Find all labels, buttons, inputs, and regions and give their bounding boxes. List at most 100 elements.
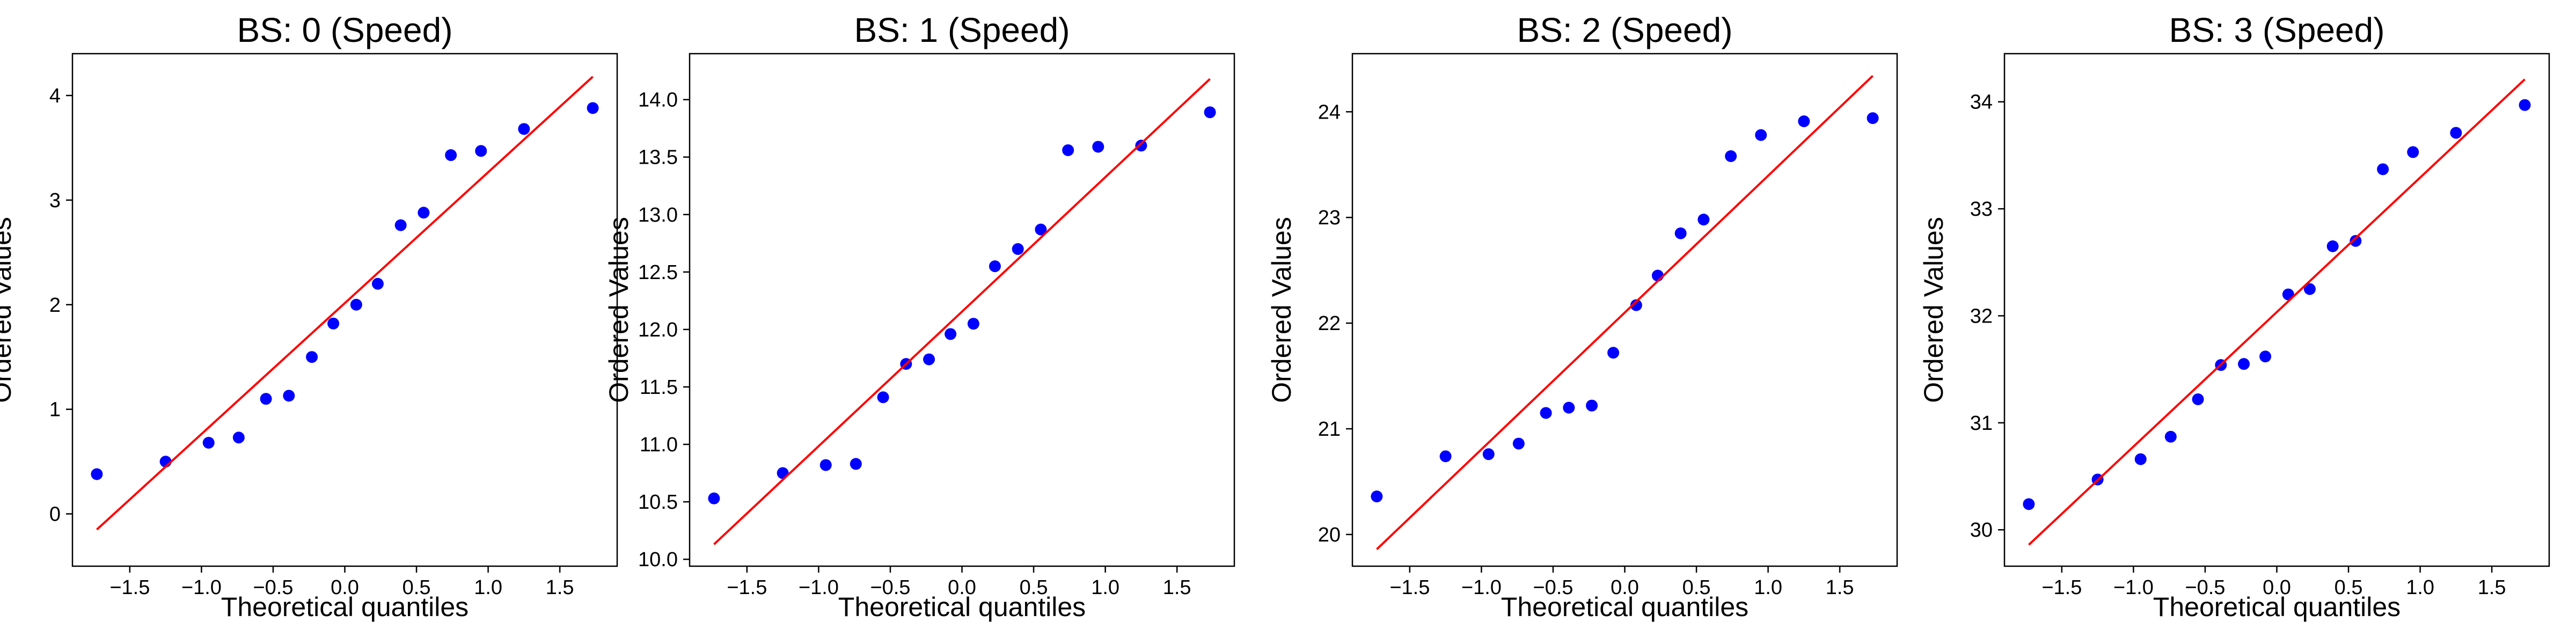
y-tick-label: 12.0 bbox=[638, 319, 678, 341]
x-tick-label: −1.0 bbox=[181, 576, 222, 599]
y-tick-label: 13.5 bbox=[638, 147, 678, 169]
chart-title: BS: 0 (Speed) bbox=[237, 11, 453, 49]
x-tick-label: −0.5 bbox=[253, 576, 293, 599]
x-tick-label: 1.5 bbox=[546, 576, 574, 599]
data-point bbox=[418, 207, 430, 219]
data-point bbox=[1630, 299, 1642, 311]
reference-line bbox=[1376, 75, 1874, 550]
data-point bbox=[2259, 350, 2272, 363]
x-tick-label: 1.5 bbox=[1826, 576, 1854, 599]
x-tick-label: −0.5 bbox=[2185, 576, 2225, 599]
chart-title: BS: 3 (Speed) bbox=[2169, 11, 2385, 49]
chart-title: BS: 1 (Speed) bbox=[854, 11, 1070, 49]
x-axis-label: Theoretical quantiles bbox=[221, 592, 469, 622]
y-axis-label: Ordered Values bbox=[1267, 217, 1297, 402]
data-point bbox=[202, 437, 215, 449]
data-point bbox=[394, 219, 407, 231]
y-tick-label: 32 bbox=[1970, 305, 1993, 327]
x-tick-label: 1.5 bbox=[2478, 576, 2506, 599]
qq-panel-0: BS: 0 (Speed) −1.5 −1.0 −0.5 0.0 0.5 1.0 1.5 0 1 2… bbox=[0, 11, 618, 622]
data-point bbox=[445, 149, 457, 162]
data-point bbox=[1092, 141, 1104, 153]
data-point bbox=[989, 260, 1001, 273]
data-point bbox=[1563, 401, 1575, 414]
x-tick-label: −1.5 bbox=[727, 576, 767, 599]
y-tick-label: 13.0 bbox=[638, 204, 678, 226]
qq-panel-1: BS: 1 (Speed) −1.5 −1.0 −0.5 0.0 0.5 1.0 1.5 10.… bbox=[604, 11, 1235, 622]
y-tick-label: 4 bbox=[49, 85, 61, 107]
y-tick-label: 22 bbox=[1318, 312, 1341, 335]
x-tick-label: −1.5 bbox=[109, 576, 150, 599]
data-point bbox=[2023, 498, 2035, 510]
y-axis-label: Ordered Values bbox=[0, 217, 17, 402]
y-tick-label: 23 bbox=[1318, 207, 1341, 229]
data-point bbox=[1674, 227, 1687, 239]
data-point bbox=[371, 277, 384, 290]
x-tick-label: 0.0 bbox=[948, 576, 976, 599]
data-point bbox=[1697, 214, 1710, 226]
qq-panel-2: BS: 2 (Speed) −1.5 −1.0 −0.5 0.0 0.5 1.0 1.5 20 2… bbox=[1267, 11, 1898, 622]
data-point bbox=[232, 431, 245, 444]
x-tick-label: 0.0 bbox=[331, 576, 359, 599]
x-axis-label: Theoretical quantiles bbox=[2153, 592, 2401, 622]
data-point bbox=[1607, 347, 1620, 359]
x-tick-label: −0.5 bbox=[870, 576, 910, 599]
y-tick-label: 10.0 bbox=[638, 548, 678, 571]
data-point bbox=[850, 458, 862, 470]
axes-frame bbox=[1351, 53, 1898, 567]
x-tick-label: 0.5 bbox=[402, 576, 431, 599]
x-tick-label: 0.5 bbox=[1020, 576, 1048, 599]
data-point bbox=[2192, 393, 2204, 405]
x-tick-label: 1.0 bbox=[2406, 576, 2434, 599]
data-point bbox=[587, 102, 599, 114]
y-tick-label: 21 bbox=[1318, 418, 1341, 441]
y-tick-label: 33 bbox=[1970, 198, 1993, 221]
y-tick-label: 14.0 bbox=[638, 89, 678, 112]
x-tick-label: 0.0 bbox=[1611, 576, 1639, 599]
y-tick-label: 12.5 bbox=[638, 261, 678, 284]
x-tick-label: −0.5 bbox=[1533, 576, 1573, 599]
x-tick-label: 0.5 bbox=[2334, 576, 2363, 599]
x-tick-label: 1.0 bbox=[1754, 576, 1782, 599]
y-tick-label: 30 bbox=[1970, 519, 1993, 541]
reference-line bbox=[2028, 78, 2526, 546]
y-tick-label: 34 bbox=[1970, 91, 1993, 114]
y-tick-label: 10.5 bbox=[638, 491, 678, 514]
data-point bbox=[350, 298, 362, 311]
chart-title: BS: 2 (Speed) bbox=[1517, 11, 1733, 49]
data-point bbox=[1204, 106, 1216, 119]
data-point bbox=[2350, 235, 2362, 247]
y-axis-label: Ordered Values bbox=[1919, 217, 1949, 402]
data-point bbox=[708, 492, 720, 504]
data-point bbox=[967, 318, 979, 330]
data-point bbox=[2164, 430, 2177, 443]
data-point bbox=[327, 317, 340, 330]
data-point bbox=[1867, 112, 1879, 125]
x-axis-label: Theoretical quantiles bbox=[1501, 592, 1748, 622]
data-point bbox=[2134, 453, 2147, 465]
reference-line bbox=[96, 76, 594, 531]
data-point bbox=[306, 351, 318, 363]
data-point bbox=[2303, 283, 2316, 295]
y-tick-label: 0 bbox=[49, 503, 61, 526]
qq-panel-3: BS: 3 (Speed) −1.5 −1.0 −0.5 0.0 0.5 1.0 1.5 30 3… bbox=[1919, 11, 2550, 622]
x-tick-label: −1.0 bbox=[1461, 576, 1502, 599]
data-point bbox=[1439, 450, 1452, 463]
x-tick-label: −1.0 bbox=[799, 576, 839, 599]
data-point bbox=[2238, 358, 2250, 370]
data-point bbox=[2326, 240, 2339, 252]
y-axis-label: Ordered Values bbox=[604, 217, 634, 402]
axes-frame bbox=[2003, 53, 2550, 567]
y-tick-label: 2 bbox=[49, 294, 61, 317]
data-point bbox=[877, 391, 889, 404]
data-point bbox=[1371, 491, 1383, 503]
x-tick-label: −1.0 bbox=[2113, 576, 2154, 599]
x-tick-label: 1.0 bbox=[1091, 576, 1119, 599]
data-point bbox=[91, 468, 103, 480]
data-point bbox=[2377, 163, 2389, 175]
data-point bbox=[1540, 407, 1552, 419]
x-tick-label: 0.5 bbox=[1682, 576, 1711, 599]
y-tick-label: 20 bbox=[1318, 524, 1341, 546]
data-point bbox=[2407, 146, 2419, 158]
